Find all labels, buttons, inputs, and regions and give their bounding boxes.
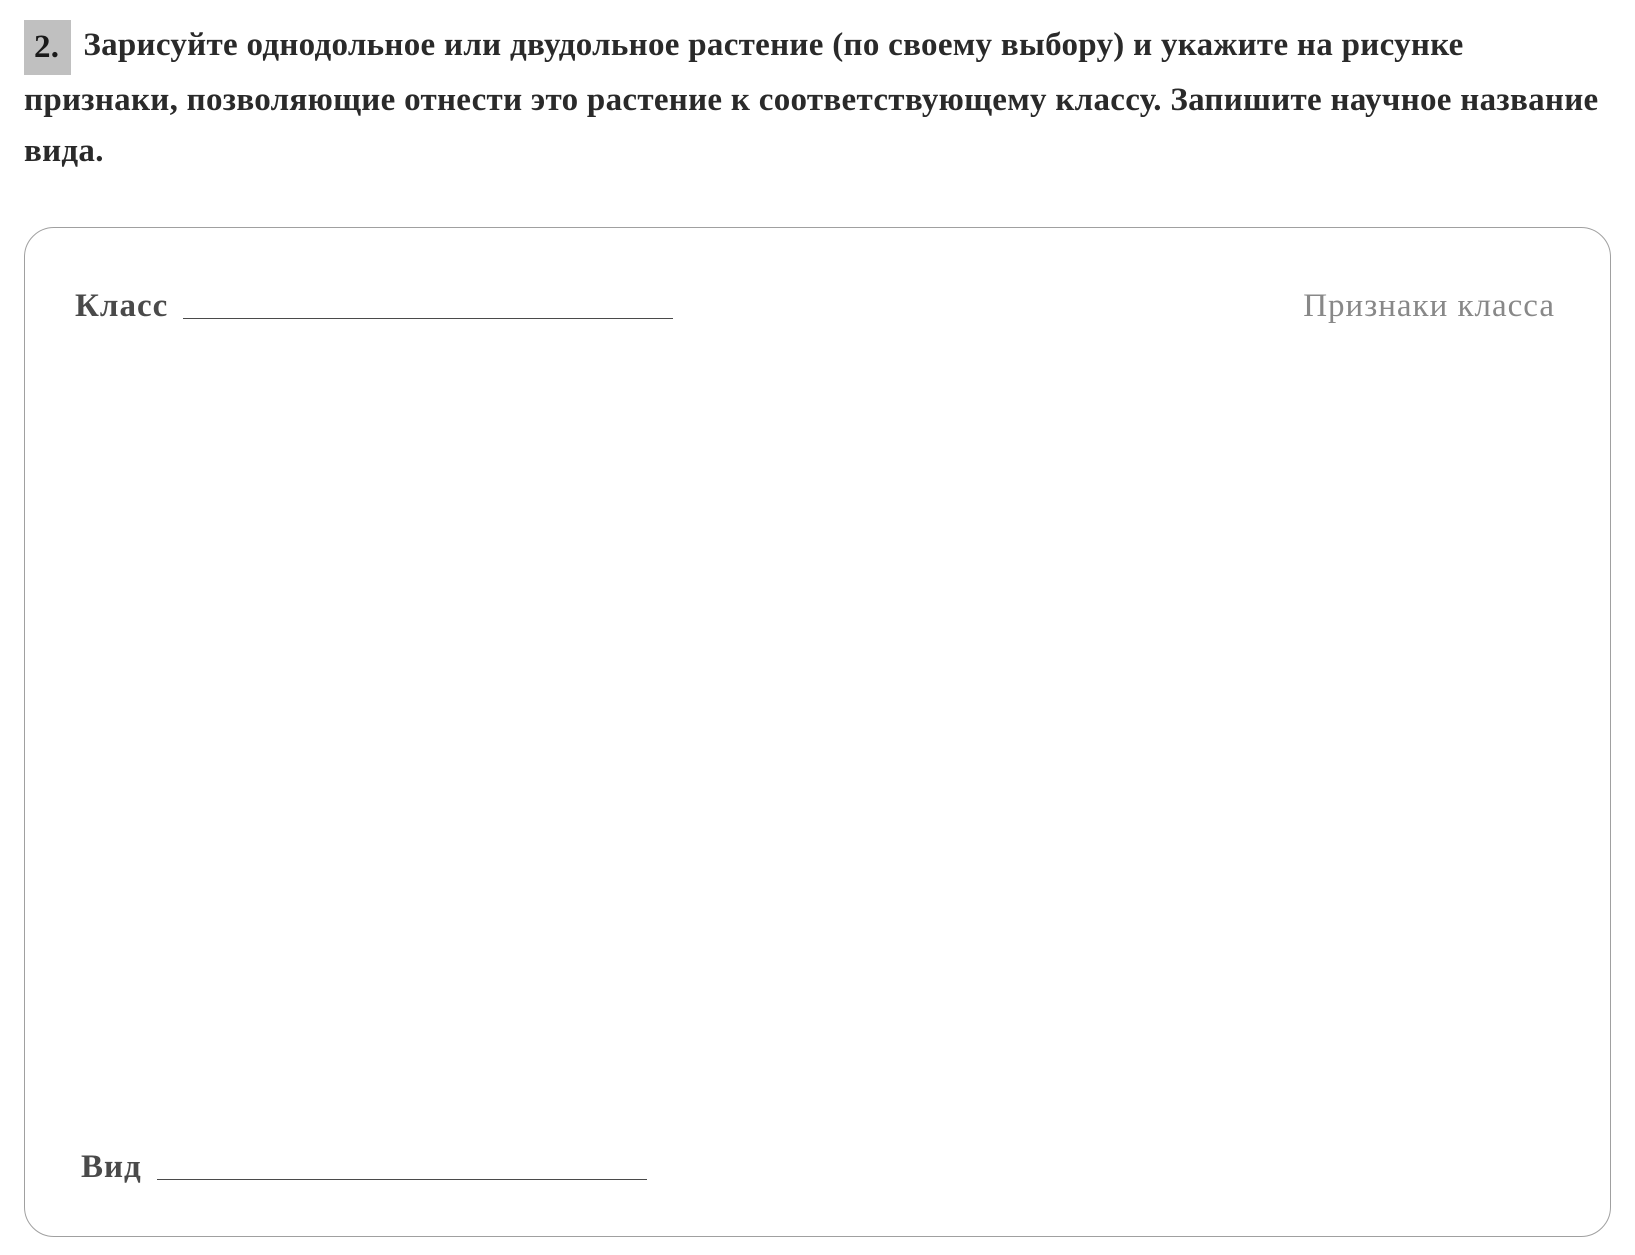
class-label-group: Класс — [75, 288, 673, 325]
class-row: Класс Признаки класса — [75, 288, 1560, 325]
answer-box: Класс Признаки класса Вид — [24, 227, 1611, 1237]
species-blank-line[interactable] — [157, 1179, 647, 1180]
signs-label: Признаки класса — [1303, 288, 1555, 325]
species-row: Вид — [81, 1149, 647, 1186]
class-label: Класс — [75, 288, 168, 325]
species-label: Вид — [81, 1149, 142, 1186]
question-text: Зарисуйте однодольное или двудольное рас… — [24, 27, 1598, 169]
question-number: 2. — [24, 20, 71, 75]
question-header: 2.Зарисуйте однодольное или двудольное р… — [24, 20, 1611, 177]
class-blank-line[interactable] — [183, 318, 673, 319]
question-text-container: 2.Зарисуйте однодольное или двудольное р… — [24, 27, 1598, 169]
